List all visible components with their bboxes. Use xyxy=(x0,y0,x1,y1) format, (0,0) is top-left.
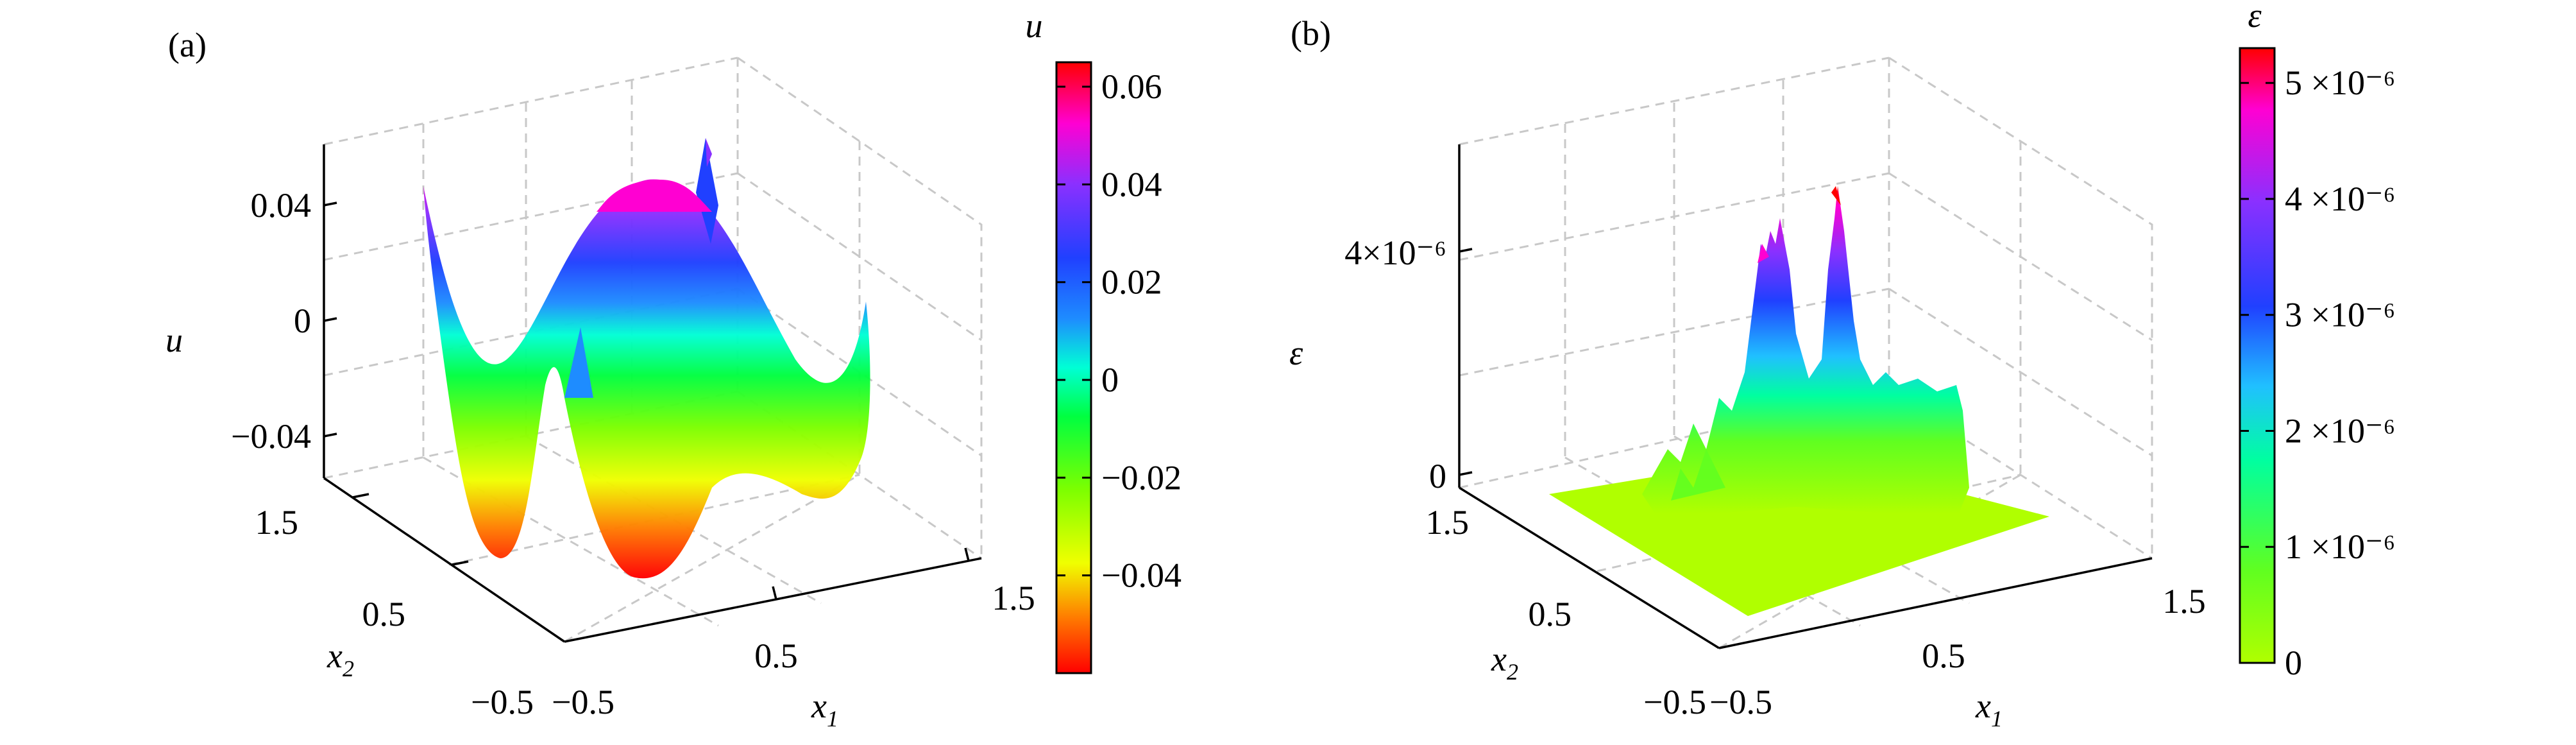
colorbar-tick-label: 0.04 xyxy=(1101,165,1162,203)
panel-b-z-tick-4e-6: 4×10⁻⁶ xyxy=(1344,234,1446,272)
colorbar-tick-label: 0 xyxy=(1101,361,1119,399)
panel-a-surface xyxy=(423,138,870,579)
panel-a-z-tick-0.04: 0.04 xyxy=(251,186,312,225)
panel-b-z-label: ε xyxy=(1289,334,1303,372)
colorbar-tick-label: 1 ×10⁻⁶ xyxy=(2285,527,2395,566)
panel-a-y-label: x2 xyxy=(326,637,354,681)
panel-a-y-label-x: x xyxy=(326,637,343,675)
panel-b-axes: 4×10⁻⁶ 0 ε 1.5 0.5 −0.5 x2 −0.5 0.5 1.5 … xyxy=(1289,144,2206,732)
panel-a-y-tick-1.5: 1.5 xyxy=(255,503,299,542)
colorbar-tick-label: 2 ×10⁻⁶ xyxy=(2285,411,2395,450)
colorbar-tick-label: 4 ×10⁻⁶ xyxy=(2285,180,2395,218)
panel-a-y-tick-0.5: 0.5 xyxy=(362,595,406,633)
panel-a-x-tick-0.5: 0.5 xyxy=(754,637,798,675)
colorbar-tick-label: −0.02 xyxy=(1101,458,1182,497)
panel-b-x-label: x1 xyxy=(1975,687,2003,732)
panel-b-colorbar-bar xyxy=(2239,47,2276,664)
panel-a-x-tick-1.5: 1.5 xyxy=(992,579,1035,617)
panel-a-y-tick-neg0.5: −0.5 xyxy=(471,683,534,721)
panel-b-y-label-sub: 2 xyxy=(1507,659,1518,685)
colorbar-tick-label: 0 xyxy=(2285,644,2302,682)
panel-a-axes: 0.04 0 −0.04 u 1.5 0.5 −0.5 x2 −0.5 0.5 … xyxy=(165,144,1035,732)
panel-a-x-label-sub: 1 xyxy=(827,706,838,732)
colorbar-tick-label: 0.02 xyxy=(1101,263,1162,302)
panel-a-colorbar-bar xyxy=(1055,61,1092,674)
panel-b-x-tick-neg0.5: −0.5 xyxy=(1709,683,1772,721)
panel-a-colorbar-title: u xyxy=(1026,6,1043,45)
panel-a-label: (a) xyxy=(168,26,207,64)
panel-b-x-label-sub: 1 xyxy=(1991,706,2003,732)
panel-b-y-tick-1.5: 1.5 xyxy=(1426,503,1470,542)
panel-a-z-tick-0: 0 xyxy=(294,302,311,340)
panel-a-y-label-sub: 2 xyxy=(343,656,354,681)
panel-b-y-label: x2 xyxy=(1491,640,1518,685)
panel-b-colorbar-title: ε xyxy=(2248,0,2262,35)
panel-a-x-label-x: x xyxy=(811,687,827,725)
panel-a-x-label: x1 xyxy=(811,687,838,732)
panel-b-colorbar: ε 5 ×10⁻⁶ 4 ×10⁻⁶ 3 ×10⁻⁶ 2 ×10⁻⁶ 1 ×10⁻⁶ 0 xyxy=(2239,0,2395,682)
panel-a-z-tick-neg0.04: −0.04 xyxy=(231,417,311,456)
panel-a-colorbar-ticks: 0.06 0.04 0.02 0 −0.02 −0.04 xyxy=(1056,67,1182,595)
panel-a-z-label: u xyxy=(165,321,183,359)
colorbar-tick-label: 3 ×10⁻⁶ xyxy=(2285,296,2395,334)
panel-a: (a) xyxy=(165,6,1182,732)
colorbar-tick-label: 0.06 xyxy=(1101,67,1162,106)
panel-b-surface xyxy=(1549,186,2049,616)
panel-b: (b) xyxy=(1289,0,2395,732)
panel-b-z-tick-0: 0 xyxy=(1429,457,1446,495)
panel-b-y-tick-neg0.5: −0.5 xyxy=(1643,683,1706,721)
panel-b-y-label-x: x xyxy=(1491,640,1507,678)
panel-b-x-label-x: x xyxy=(1975,687,1991,725)
panel-b-colorbar-ticks: 5 ×10⁻⁶ 4 ×10⁻⁶ 3 ×10⁻⁶ 2 ×10⁻⁶ 1 ×10⁻⁶ 0 xyxy=(2240,64,2395,682)
panel-b-y-tick-0.5: 0.5 xyxy=(1529,595,1572,633)
panel-b-label: (b) xyxy=(1291,14,1331,53)
panel-b-x-tick-0.5: 0.5 xyxy=(1922,637,1965,675)
panel-b-x-tick-1.5: 1.5 xyxy=(2162,582,2206,621)
colorbar-tick-label: 5 ×10⁻⁶ xyxy=(2285,64,2395,102)
panel-a-x-tick-neg0.5: −0.5 xyxy=(552,683,614,721)
colorbar-tick-label: −0.04 xyxy=(1101,556,1182,595)
panel-a-colorbar: u 0.06 0.04 0.02 0 −0.02 −0.04 xyxy=(1026,6,1182,674)
